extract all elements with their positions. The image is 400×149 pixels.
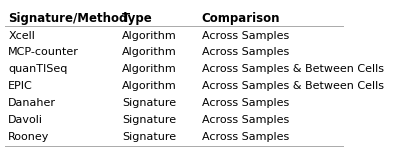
Text: Danaher: Danaher	[8, 98, 56, 108]
Text: Signature: Signature	[122, 115, 176, 125]
Text: quanTISeq: quanTISeq	[8, 64, 68, 74]
Text: Rooney: Rooney	[8, 132, 50, 142]
Text: Signature: Signature	[122, 98, 176, 108]
Text: Algorithm: Algorithm	[122, 64, 177, 74]
Text: Across Samples & Between Cells: Across Samples & Between Cells	[202, 64, 384, 74]
Text: Signature/Method: Signature/Method	[8, 12, 128, 25]
Text: Across Samples: Across Samples	[202, 98, 289, 108]
Text: Davoli: Davoli	[8, 115, 43, 125]
Text: Across Samples: Across Samples	[202, 132, 289, 142]
Text: Algorithm: Algorithm	[122, 31, 177, 41]
Text: Comparison: Comparison	[202, 12, 280, 25]
Text: Signature: Signature	[122, 132, 176, 142]
Text: Xcell: Xcell	[8, 31, 35, 41]
Text: Across Samples: Across Samples	[202, 115, 289, 125]
Text: Algorithm: Algorithm	[122, 81, 177, 91]
Text: Algorithm: Algorithm	[122, 47, 177, 58]
Text: EPIC: EPIC	[8, 81, 33, 91]
Text: Across Samples: Across Samples	[202, 31, 289, 41]
Text: Across Samples & Between Cells: Across Samples & Between Cells	[202, 81, 384, 91]
Text: Across Samples: Across Samples	[202, 47, 289, 58]
Text: Type: Type	[122, 12, 153, 25]
Text: MCP-counter: MCP-counter	[8, 47, 79, 58]
